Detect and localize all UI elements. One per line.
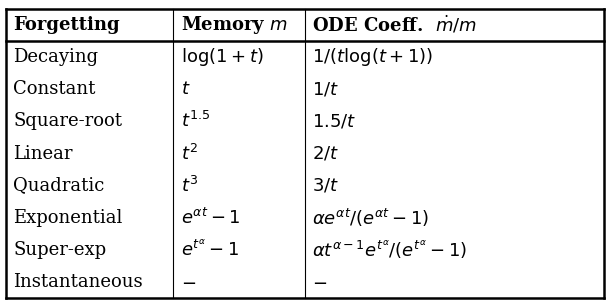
Text: $e^{\alpha t}-1$: $e^{\alpha t}-1$ — [181, 208, 240, 228]
Text: $t$: $t$ — [181, 80, 190, 98]
Text: $\log(1+t)$: $\log(1+t)$ — [181, 46, 264, 68]
Text: Decaying: Decaying — [13, 48, 99, 66]
Text: Quadratic: Quadratic — [13, 177, 105, 195]
Text: Linear: Linear — [13, 144, 73, 163]
Text: Forgetting: Forgetting — [13, 16, 120, 34]
Text: $2/t$: $2/t$ — [312, 144, 339, 163]
Text: $\alpha t^{\alpha-1}e^{t^\alpha}/(e^{t^\alpha}-1)$: $\alpha t^{\alpha-1}e^{t^\alpha}/(e^{t^\… — [312, 238, 468, 261]
Text: $1/(t\log(t+1))$: $1/(t\log(t+1))$ — [312, 46, 434, 68]
Text: Square-root: Square-root — [13, 112, 123, 130]
Text: Exponential: Exponential — [13, 209, 123, 227]
Text: Super-exp: Super-exp — [13, 241, 107, 259]
Text: ODE Coeff.  $\dot{m}/m$: ODE Coeff. $\dot{m}/m$ — [312, 15, 478, 36]
Text: Memory $m$: Memory $m$ — [181, 14, 288, 36]
Text: $1.5/t$: $1.5/t$ — [312, 112, 357, 130]
Text: Instantaneous: Instantaneous — [13, 273, 143, 291]
Text: Constant: Constant — [13, 80, 96, 98]
Text: $e^{t^\alpha}-1$: $e^{t^\alpha}-1$ — [181, 239, 239, 260]
Text: $1/t$: $1/t$ — [312, 80, 339, 98]
Text: $3/t$: $3/t$ — [312, 177, 339, 195]
Text: $-$: $-$ — [312, 273, 328, 291]
Text: $-$: $-$ — [181, 273, 196, 291]
Text: $\alpha e^{\alpha t}/(e^{\alpha t}-1)$: $\alpha e^{\alpha t}/(e^{\alpha t}-1)$ — [312, 207, 429, 229]
Text: $t^3$: $t^3$ — [181, 175, 198, 196]
Text: $t^2$: $t^2$ — [181, 143, 198, 164]
Text: $t^{1.5}$: $t^{1.5}$ — [181, 111, 210, 132]
